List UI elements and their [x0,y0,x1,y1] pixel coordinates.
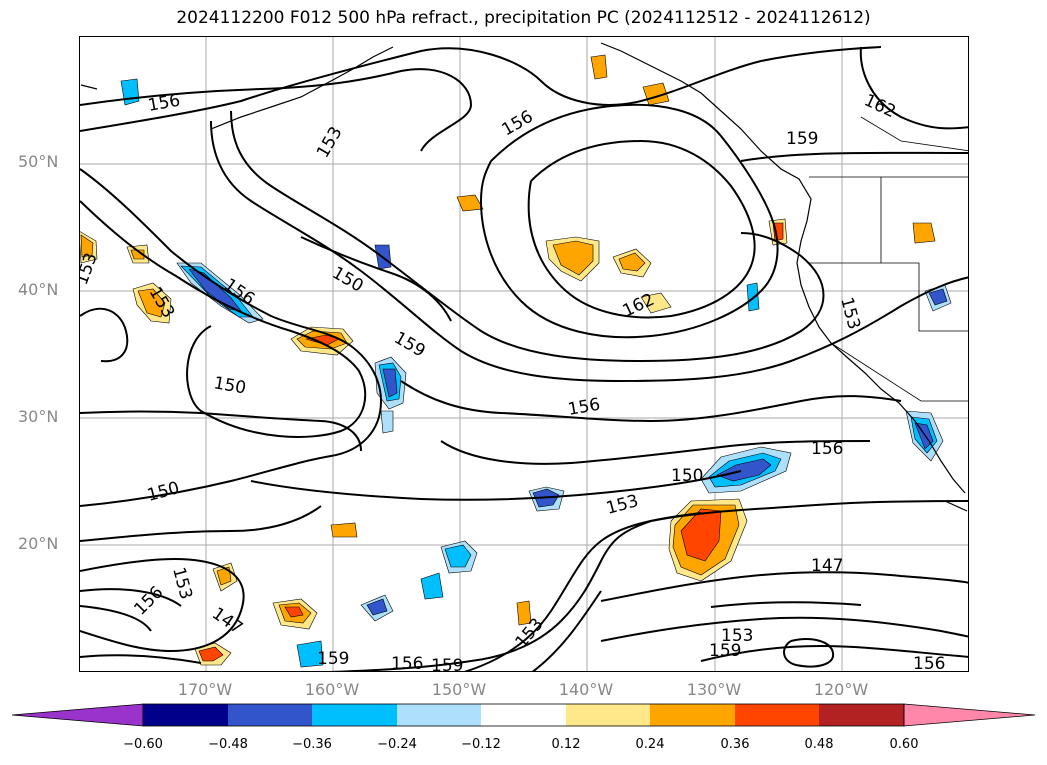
contour-label: 150 [329,263,367,297]
colorbar-segment [819,704,904,726]
contour-label: 159 [317,649,349,669]
map-panel: 156 153 156 159 162 153 153 156 150 153 … [79,36,969,672]
contour-label: 159 [391,328,429,362]
contour-label: 150 [212,373,247,398]
contour-label: 156 [146,91,181,116]
contour-label: 153 [721,626,753,646]
colorbar-segment [735,704,819,726]
contour-label: 159 [431,656,463,672]
contour-label: 150 [145,478,182,506]
contour-label: 156 [913,654,945,672]
colorbar-tick: 0.36 [720,737,750,752]
contour-label: 156 [130,582,167,619]
colorbar-tick: 0.24 [635,737,665,752]
colorbar [11,703,1036,727]
colorbar-segment [228,704,312,726]
map-title: 2024112200 F012 500 hPa refract., precip… [176,8,871,28]
contours [80,46,968,671]
lon-label-170w: 170°W [177,680,233,699]
borders [809,116,968,402]
colorbar-tick: −0.60 [123,737,163,752]
contour-label: 156 [499,107,537,141]
colorbar-extend-low [11,703,144,727]
colorbar-tick: 0.48 [804,737,834,752]
contour-label: 147 [811,556,843,576]
contour-label: 159 [786,129,818,149]
contour-labels: 156 153 156 159 162 153 153 156 150 153 … [80,90,945,672]
colorbar-segment [481,704,566,726]
map-canvas: 156 153 156 159 162 153 153 156 150 153 … [80,37,968,672]
contour-label: 153 [168,565,196,602]
contour-label: 156 [811,439,843,459]
lat-label-20n: 20°N [18,534,59,553]
lon-label-140w: 140°W [558,680,614,699]
lon-label-160w: 160°W [304,680,360,699]
colorbar-outline [142,703,905,727]
precip-shading [80,54,952,668]
graticule [80,37,968,671]
lat-label-40n: 40°N [18,280,59,299]
contour-label: 153 [80,250,102,287]
colorbar-segment [650,704,735,726]
contour-label: 162 [861,90,899,122]
contour-label: 153 [836,295,864,332]
coastlines [80,42,968,512]
lon-label-150w: 150°W [431,680,487,699]
contour-label: 159 [709,641,741,661]
lat-label-30n: 30°N [18,407,59,426]
colorbar-segment [397,704,481,726]
colorbar-segment [143,704,228,726]
colorbar-extend-high [903,703,1036,727]
colorbar-tick: −0.48 [208,737,248,752]
contour-label: 153 [604,491,641,519]
colorbar-tick: −0.24 [377,737,417,752]
colorbar-tick: −0.36 [292,737,332,752]
contour-label: 153 [313,123,347,161]
contour-label: 156 [391,654,423,672]
colorbar-segment [312,704,397,726]
contour-label: 150 [671,466,703,486]
colorbar-tick: −0.12 [461,737,501,752]
colorbar-segment [566,704,650,726]
colorbar-tick: 0.12 [551,737,581,752]
colorbar-tick: 0.60 [889,737,919,752]
lon-label-130w: 130°W [686,680,742,699]
contour-label: 156 [566,395,601,420]
lat-label-50n: 50°N [18,152,59,171]
lon-label-120w: 120°W [813,680,869,699]
